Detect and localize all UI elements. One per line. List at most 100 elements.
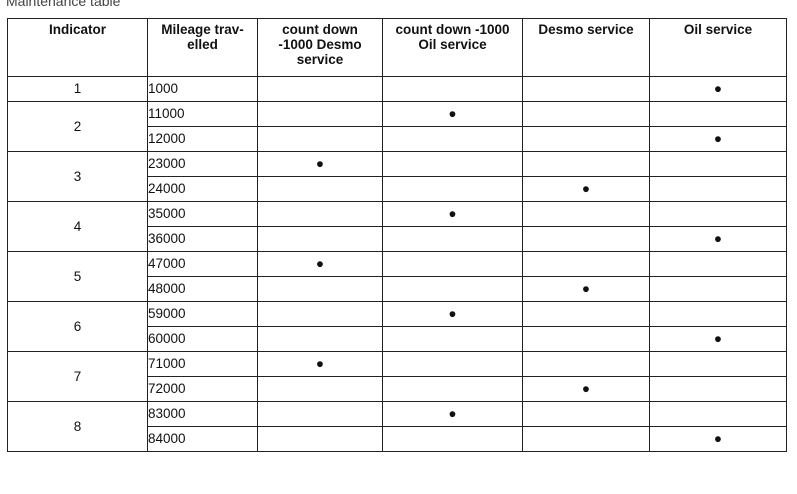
- table-row: 6 59000 ●: [7, 301, 787, 352]
- empty-cell: [257, 301, 383, 327]
- mileage-cell: 60000: [147, 326, 258, 352]
- empty-cell: [257, 276, 383, 302]
- empty-cell: [382, 251, 523, 277]
- empty-cell: [382, 326, 523, 352]
- empty-cell: [522, 326, 650, 352]
- empty-cell: [649, 276, 787, 302]
- mileage-cell: 23000: [147, 151, 258, 177]
- indicator-cell: 5: [7, 251, 148, 302]
- empty-cell: [522, 76, 650, 102]
- empty-cell: [522, 251, 650, 277]
- empty-cell: [382, 376, 523, 402]
- service-bullet: ●: [649, 226, 787, 252]
- empty-cell: [522, 151, 650, 177]
- service-bullet: ●: [649, 126, 787, 152]
- empty-cell: [257, 376, 383, 402]
- indicator-cell: 8: [7, 401, 148, 452]
- empty-cell: [522, 101, 650, 127]
- table-row: 84000 ●: [8, 426, 787, 452]
- empty-cell: [649, 301, 787, 327]
- mileage-cell: 12000: [147, 126, 258, 152]
- mileage-cell: 35000: [147, 201, 258, 227]
- indicator-cell: 1: [7, 76, 148, 102]
- header-row: Indicator Mileage trav- elled count down -…: [7, 18, 787, 77]
- mileage-cell: 72000: [147, 376, 258, 402]
- table-row: 3 23000 ●: [7, 151, 787, 202]
- mileage-cell: 48000: [147, 276, 258, 302]
- empty-cell: [382, 126, 523, 152]
- indicator-cell: 7: [7, 351, 148, 402]
- empty-cell: [649, 351, 787, 377]
- col-countdown-desmo-header: count down -1000 Desmo service: [257, 18, 383, 77]
- indicator-cell: 3: [7, 151, 148, 202]
- mileage-cell: 47000: [147, 251, 258, 277]
- table-row: 5 47000 ●: [7, 251, 787, 302]
- empty-cell: [649, 251, 787, 277]
- service-bullet: ●: [382, 101, 523, 127]
- empty-cell: [257, 76, 383, 102]
- mileage-cell: 83000: [147, 401, 258, 427]
- table-body: 1 1000 ● 2 11000 ● 12000 ● 3 23000 ● 24000 ● 4 35000 ● 3…: [7, 76, 787, 452]
- empty-cell: [522, 226, 650, 252]
- empty-cell: [649, 101, 787, 127]
- empty-cell: [382, 176, 523, 202]
- empty-cell: [257, 226, 383, 252]
- maintenance-table: Indicator Mileage trav- elled count down -…: [7, 18, 787, 452]
- service-bullet: ●: [522, 276, 650, 302]
- empty-cell: [649, 176, 787, 202]
- service-bullet: ●: [382, 401, 523, 427]
- service-bullet: ●: [257, 251, 383, 277]
- empty-cell: [257, 401, 383, 427]
- empty-cell: [522, 126, 650, 152]
- empty-cell: [257, 426, 383, 452]
- empty-cell: [257, 176, 383, 202]
- indicator-cell: 6: [7, 301, 148, 352]
- mileage-cell: 1000: [147, 76, 258, 102]
- service-bullet: ●: [257, 151, 383, 177]
- service-bullet: ●: [649, 326, 787, 352]
- table-row: 1 1000 ●: [7, 76, 787, 102]
- empty-cell: [257, 201, 383, 227]
- empty-cell: [257, 126, 383, 152]
- mileage-cell: 11000: [147, 101, 258, 127]
- col-desmo-service-header: Desmo service: [522, 18, 650, 77]
- table-row: 4 35000 ●: [7, 201, 787, 252]
- empty-cell: [382, 151, 523, 177]
- empty-cell: [522, 401, 650, 427]
- mileage-cell: 36000: [147, 226, 258, 252]
- empty-cell: [257, 326, 383, 352]
- mileage-cell: 71000: [147, 351, 258, 377]
- empty-cell: [649, 401, 787, 427]
- empty-cell: [382, 276, 523, 302]
- service-bullet: ●: [382, 201, 523, 227]
- empty-cell: [649, 376, 787, 402]
- col-indicator-header: Indicator: [7, 18, 148, 77]
- empty-cell: [522, 351, 650, 377]
- empty-cell: [522, 201, 650, 227]
- empty-cell: [257, 101, 383, 127]
- col-mileage-header: Mileage trav- elled: [147, 18, 258, 77]
- mileage-cell: 59000: [147, 301, 258, 327]
- service-bullet: ●: [649, 426, 787, 452]
- col-countdown-oil-header: count down -1000 Oil service: [382, 18, 523, 77]
- service-bullet: ●: [522, 176, 650, 202]
- empty-cell: [522, 426, 650, 452]
- empty-cell: [382, 226, 523, 252]
- mileage-cell: 24000: [147, 176, 258, 202]
- empty-cell: [382, 426, 523, 452]
- service-bullet: ●: [257, 351, 383, 377]
- table-row: 60000 ●: [8, 326, 787, 352]
- col-oil-service-header: Oil service: [649, 18, 787, 77]
- service-bullet: ●: [382, 301, 523, 327]
- service-bullet: ●: [649, 76, 787, 102]
- empty-cell: [649, 201, 787, 227]
- table-row: 8 83000 ●: [7, 401, 787, 452]
- empty-cell: [522, 301, 650, 327]
- mileage-cell: 84000: [147, 426, 258, 452]
- indicator-cell: 2: [7, 101, 148, 152]
- indicator-cell: 4: [7, 201, 148, 252]
- service-bullet: ●: [522, 376, 650, 402]
- table-row: 2 11000 ●: [7, 101, 787, 152]
- empty-cell: [382, 76, 523, 102]
- table-row: 36000 ●: [8, 226, 787, 252]
